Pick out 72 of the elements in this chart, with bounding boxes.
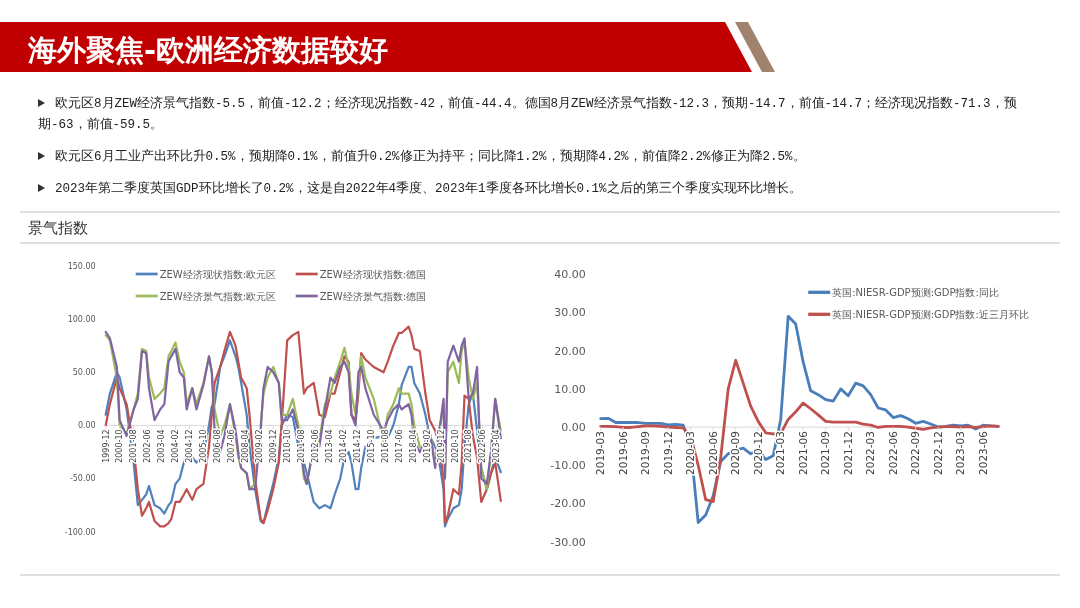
x-tick-label: 2012-06 [310,429,320,463]
x-tick-label: 2020-03 [684,431,697,475]
x-tick-label: 2022-12 [931,431,944,475]
x-tick-label: 2020-09 [729,431,742,475]
y-tick-label: -50.00 [69,474,96,484]
legend-label: ZEW经济现状指数:欧元区 [159,268,277,280]
x-tick-label: 2019-02 [422,429,432,463]
y-tick-label: 30.00 [554,306,586,320]
x-tick-label: 2002-06 [143,429,153,463]
legend-label: 英国:NIESR-GDP预测:GDP指数:近三月环比 [832,309,1029,321]
x-tick-label: 2022-06 [886,430,899,475]
x-tick-label: 2021-08 [464,429,474,463]
x-tick-label: 2020-10 [450,429,460,463]
text: 欧元区6月工业产出环比升0.5%，预期降0.1%，前值升0.2%修正为持平；同比降1.2%，预期降4.2%，前值降2.2%修正为降2.5%。 [54,148,807,166]
x-tick-label: 2018-04 [408,429,418,463]
x-tick-label: 2010-10 [282,429,292,463]
y-tick-label: 10.00 [554,382,586,396]
x-tick-label: 2022-06 [478,429,488,463]
x-tick-label: 2013-04 [324,429,334,463]
x-tick-label: 2016-08 [380,429,390,463]
y-tick-label: 0.00 [77,421,96,431]
x-tick-label: 2007-06 [227,429,237,463]
x-tick-label: 2005-10 [199,429,209,463]
y-tick-label: 40.00 [554,268,586,282]
legend-label: ZEW经济现状指数:德国 [319,268,427,280]
y-tick-label: 150.00 [67,261,96,271]
y-tick-label: 50.00 [72,368,96,378]
y-tick-label: -100.00 [64,527,96,537]
x-tick-label: 1999-12 [101,429,111,463]
x-tick-label: 2001-08 [129,429,139,463]
legend-label: ZEW经济景气指数:德国 [319,290,427,302]
x-tick-label: 2023-03 [954,431,967,475]
x-tick-label: 2003-04 [157,429,167,463]
x-tick-label: 2023-06 [976,430,989,475]
x-tick-label: 2015-10 [366,429,376,463]
x-tick-label: 2017-06 [394,429,404,463]
x-tick-label: 2008-04 [241,429,251,463]
x-tick-label: 2004-02 [171,429,181,463]
x-tick-label: 2021-09 [819,431,832,475]
x-tick-label: 2011-08 [296,429,306,463]
x-tick-label: 2019-12 [661,431,674,475]
x-tick-label: 2014-02 [338,429,348,463]
x-tick-label: 2009-12 [269,429,279,463]
y-tick-label: -30.00 [550,535,586,549]
text: 景气指数 [28,219,88,237]
x-tick-label: 2000-10 [115,429,125,463]
x-tick-label: 2019-09 [639,431,652,475]
x-tick-label: 2021-06 [796,430,809,475]
x-tick-label: 2022-03 [864,431,877,475]
x-tick-label: 2023-04 [492,429,502,463]
x-tick-label: 2020-12 [751,431,764,475]
x-tick-label: 2006-08 [213,429,223,463]
x-tick-label: 2021-12 [841,431,854,475]
text: 2023年第二季度英国GDP环比增长了0.2%，这是自2022年4季度、2023年1季度各环比增长0.1%之后的第三个季度实现环比增长。 [54,180,803,198]
x-tick-label: 2019-12 [436,429,446,463]
y-tick-label: 100.00 [67,314,96,324]
y-tick-label: -20.00 [550,497,586,511]
x-tick-label: 2014-12 [352,429,362,463]
legend-label: ZEW经济景气指数:欧元区 [159,290,277,302]
text: 欧元区8月ZEW经济景气指数-5.5，前值-12.2；经济现况指数-42，前值-44.4。德国8月ZEW经济景气指数-12.3，预期-14.7，前值-14.7；经济现况指数-71.3，预期-63，前值-59.5。 [38,95,1018,134]
x-tick-label: 2009-02 [255,429,265,463]
x-tick-label: 2004-12 [185,429,195,463]
legend-label: 英国:NIESR-GDP预测:GDP指数:同比 [832,287,999,299]
x-tick-label: 2019-06 [616,430,629,475]
y-tick-label: 0.00 [561,420,586,434]
x-tick-label: 2021-03 [774,431,787,475]
text: 海外聚焦-欧洲经济数据较好 [27,33,389,67]
x-tick-label: 2020-06 [706,430,719,475]
y-tick-label: 20.00 [554,344,586,358]
x-tick-label: 2019-03 [594,431,607,475]
y-tick-label: -10.00 [550,459,586,473]
x-tick-label: 2022-09 [909,431,922,475]
